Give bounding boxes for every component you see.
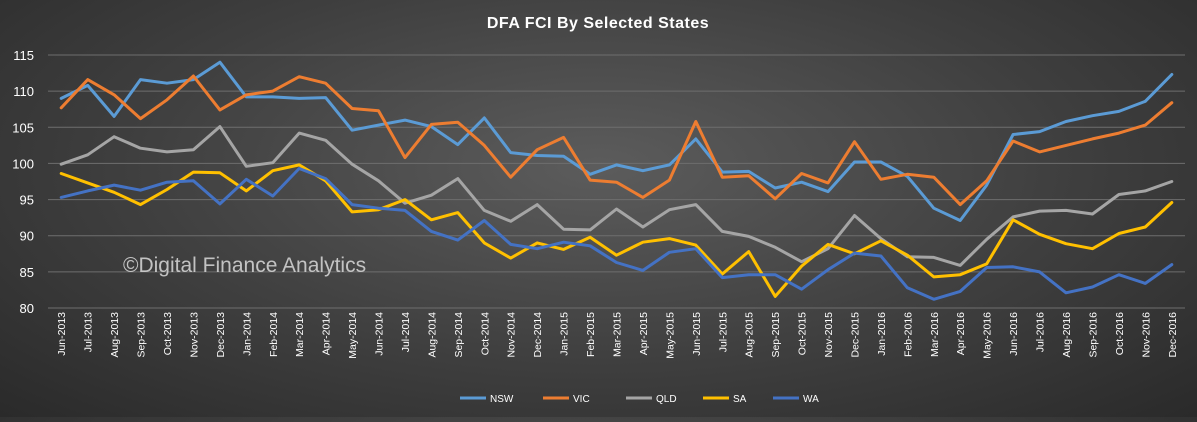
x-tick-label: Oct-2014: [479, 312, 491, 355]
x-axis: Jun-2013 Jul-2013 Aug-2013 Sep-2013 Oct-2013…: [56, 312, 1179, 359]
x-tick-label: Jun-2013: [56, 312, 68, 356]
x-tick-label: Aug-2013: [109, 312, 121, 358]
x-tick-label: Jan-2015: [559, 312, 571, 356]
x-tick-label: Mar-2015: [612, 312, 624, 357]
x-tick-label: Apr-2014: [321, 312, 333, 355]
x-tick-label: Jul-2016: [1035, 312, 1047, 352]
x-tick-label: Nov-2013: [188, 312, 200, 358]
x-tick-label: Apr-2016: [955, 312, 967, 355]
x-tick-label: Dec-2016: [1167, 312, 1179, 358]
y-tick-label: 90: [20, 229, 34, 244]
x-tick-label: Feb-2016: [902, 312, 914, 357]
x-tick-label: Jul-2015: [717, 312, 729, 352]
x-tick-label: Oct-2013: [162, 312, 174, 355]
x-tick-label: May-2015: [664, 312, 676, 359]
x-tick-label: Sep-2013: [136, 312, 148, 358]
watermark: ©Digital Finance Analytics: [123, 254, 366, 277]
x-tick-label: Dec-2013: [215, 312, 227, 358]
legend-item: NSW: [460, 394, 514, 405]
x-tick-label: Dec-2015: [849, 312, 861, 358]
y-tick-label: 80: [20, 301, 34, 316]
x-tick-label: Nov-2014: [506, 312, 518, 358]
legend-label: VIC: [573, 394, 590, 405]
x-tick-label: Mar-2016: [929, 312, 941, 357]
series-line-wa: [59, 167, 1174, 301]
x-tick-label: Jul-2014: [400, 312, 412, 352]
legend-label: QLD: [656, 394, 677, 405]
legend-item: SA: [703, 394, 747, 405]
legend-label: NSW: [490, 394, 514, 405]
x-tick-label: Jan-2016: [876, 312, 888, 356]
legend-label: WA: [803, 394, 819, 405]
x-tick-label: Oct-2015: [797, 312, 809, 355]
y-axis: 80 85 90 95 100 105 110 115: [12, 48, 34, 316]
x-tick-label: Nov-2015: [823, 312, 835, 358]
x-tick-label: Nov-2016: [1140, 312, 1152, 358]
x-tick-label: Sep-2016: [1087, 312, 1099, 358]
series-line-sa: [59, 163, 1174, 298]
x-tick-label: Mar-2014: [294, 312, 306, 357]
x-tick-label: Feb-2015: [585, 312, 597, 357]
legend-item: WA: [773, 394, 819, 405]
series-line-vic: [59, 74, 1174, 207]
y-tick-label: 105: [12, 120, 34, 135]
x-tick-label: Sep-2014: [453, 312, 465, 358]
x-tick-label: Jul-2013: [83, 312, 95, 352]
chart-title: DFA FCI By Selected States: [487, 15, 709, 32]
x-tick-label: Aug-2014: [426, 312, 438, 358]
series-line-nsw: [59, 60, 1174, 222]
x-tick-label: Jun-2015: [691, 312, 703, 356]
y-tick-label: 100: [12, 156, 34, 171]
x-tick-label: Feb-2014: [268, 312, 280, 357]
x-tick-label: May-2014: [347, 312, 359, 359]
x-tick-label: Jun-2014: [374, 312, 386, 356]
x-tick-label: Jun-2016: [1008, 312, 1020, 356]
y-tick-label: 95: [20, 193, 34, 208]
legend-label: SA: [733, 394, 747, 405]
x-tick-label: Sep-2015: [770, 312, 782, 358]
y-tick-label: 110: [13, 84, 34, 99]
x-tick-label: May-2016: [982, 312, 994, 359]
x-tick-label: Oct-2016: [1114, 312, 1126, 355]
x-tick-label: Apr-2015: [638, 312, 650, 355]
legend-item: QLD: [626, 394, 677, 405]
legend-item: VIC: [543, 394, 590, 405]
x-tick-label: Aug-2015: [744, 312, 756, 358]
series-lines: [59, 60, 1174, 301]
x-tick-label: Jan-2014: [241, 312, 253, 356]
x-tick-label: Dec-2014: [532, 312, 544, 358]
series-line-qld: [59, 125, 1174, 267]
x-tick-label: Aug-2016: [1061, 312, 1073, 358]
y-tick-label: 115: [13, 48, 34, 63]
legend: NSW VIC QLD SA WA: [460, 394, 819, 405]
y-tick-label: 85: [20, 265, 34, 280]
